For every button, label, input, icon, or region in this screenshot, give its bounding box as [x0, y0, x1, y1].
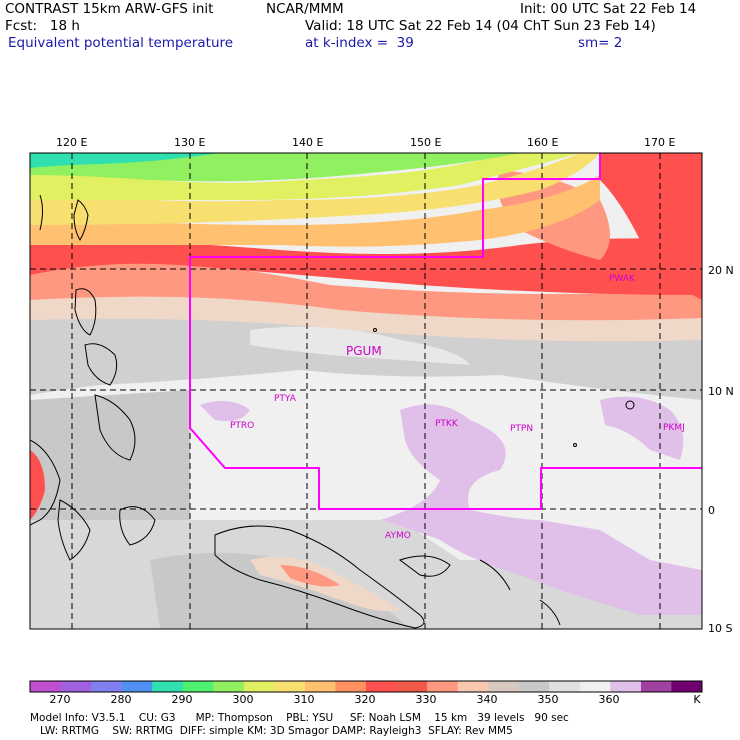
lon-label-130: 130 E — [174, 136, 206, 149]
colorbar-frame — [29, 680, 703, 693]
colorbar-swatch — [579, 681, 611, 692]
colorbar-swatch — [304, 681, 336, 692]
station-ptkk: PTKK — [435, 419, 459, 429]
colorbar-swatch — [488, 681, 520, 692]
valid-time: Valid: 18 UTC Sat 22 Feb 14 (04 ChT Sun … — [305, 18, 656, 34]
level-info: at k-index = 39 — [305, 35, 414, 51]
station-ptpn: PTPN — [510, 424, 533, 434]
colorbar-swatch — [518, 681, 550, 692]
model-info-line2: LW: RRTMG SW: RRTMG DIFF: simple KM: 3D … — [30, 725, 513, 737]
init-time: Init: 00 UTC Sat 22 Feb 14 — [520, 1, 697, 17]
lon-label-150: 150 E — [410, 136, 442, 149]
colorbar-swatch — [243, 681, 275, 692]
colorbar-swatch — [549, 681, 581, 692]
title-left: CONTRAST 15km ARW-GFS init — [5, 1, 214, 17]
colorbar-label-320: 320 — [354, 693, 376, 706]
title-center: NCAR/MMM — [266, 1, 344, 17]
colorbar-label-330: 330 — [415, 693, 437, 706]
station-ptro: PTRO — [230, 421, 254, 431]
colorbar-swatch — [213, 681, 245, 692]
colorbar — [29, 680, 703, 693]
lon-label-170: 170 E — [644, 136, 676, 149]
lon-label-160: 160 E — [527, 136, 559, 149]
colorbar-swatch — [152, 681, 184, 692]
colorbar-swatch — [427, 681, 459, 692]
theta-e-field — [30, 153, 702, 629]
lon-label-120: 120 E — [56, 136, 88, 149]
colorbar-label-350: 350 — [537, 693, 559, 706]
colorbar-swatch — [274, 681, 306, 692]
station-ptya: PTYA — [274, 394, 297, 404]
coastlines — [30, 194, 635, 629]
station-pgum: PGUM — [346, 344, 382, 358]
colorbar-swatch — [640, 681, 672, 692]
colorbar-swatch — [121, 681, 153, 692]
map-frame — [29, 152, 703, 630]
field-name: Equivalent potential temperature — [8, 35, 234, 51]
station-pwak: PWAK — [609, 274, 636, 284]
lat-label-20n: 20 N — [708, 264, 734, 277]
lat-label-0: 0 — [708, 504, 715, 517]
colorbar-unit: K — [693, 693, 701, 706]
lon-label-140: 140 E — [292, 136, 324, 149]
colorbar-label-340: 340 — [476, 693, 498, 706]
fir-boundary — [189, 153, 702, 510]
colorbar-swatch — [182, 681, 214, 692]
colorbar-swatch — [30, 681, 62, 692]
colorbar-swatch — [610, 681, 642, 692]
station-aymo: AYMO — [385, 531, 411, 541]
smoothing-info: sm= 2 — [578, 35, 623, 51]
lat-label-10s: 10 S — [708, 622, 733, 635]
lat-label-10n: 10 N — [708, 385, 734, 398]
colorbar-swatch — [671, 681, 703, 692]
colorbar-swatch — [396, 681, 428, 692]
colorbar-label-280: 280 — [110, 693, 132, 706]
forecast-hour: Fcst: 18 h — [5, 18, 80, 34]
colorbar-swatch — [91, 681, 123, 692]
model-info-line1: Model Info: V3.5.1 CU: G3 MP: Thompson P… — [30, 712, 569, 724]
station-pkmj: PKMJ — [663, 423, 685, 433]
colorbar-label-270: 270 — [49, 693, 71, 706]
colorbar-label-290: 290 — [171, 693, 193, 706]
colorbar-label-310: 310 — [293, 693, 315, 706]
colorbar-swatch — [335, 681, 367, 692]
colorbar-label-360: 360 — [598, 693, 620, 706]
colorbar-label-300: 300 — [232, 693, 254, 706]
colorbar-swatch — [60, 681, 92, 692]
colorbar-swatch — [457, 681, 489, 692]
colorbar-swatch — [366, 681, 398, 692]
